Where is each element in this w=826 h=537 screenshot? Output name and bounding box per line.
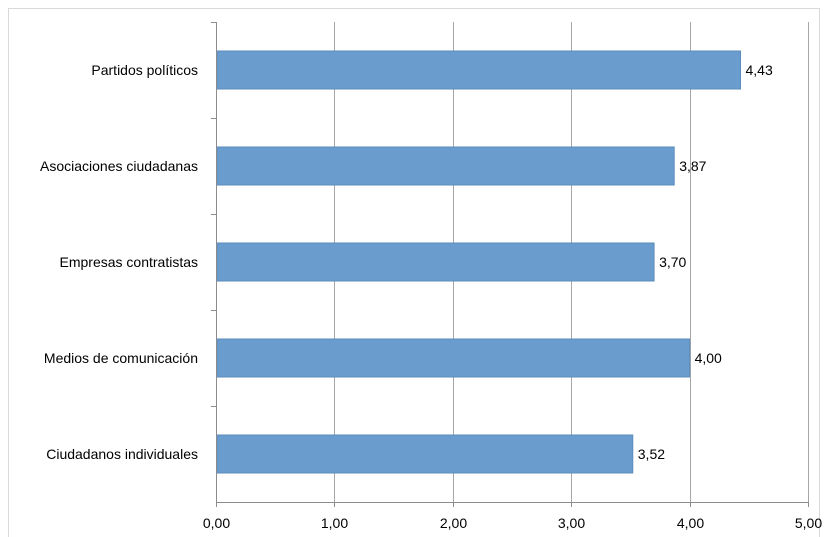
bar — [216, 434, 634, 474]
value-label: 4,00 — [695, 350, 722, 366]
category-label: Partidos políticos — [91, 62, 198, 78]
bars — [216, 50, 742, 474]
x-tick-label: 0,00 — [203, 515, 230, 531]
x-tick-label: 1,00 — [321, 515, 348, 531]
category-label: Ciudadanos individuales — [46, 446, 198, 462]
value-label: 3,70 — [659, 254, 686, 270]
value-label: 3,87 — [679, 158, 706, 174]
bar — [216, 146, 675, 186]
bar — [216, 50, 742, 90]
labels: 0,00 1,00 2,00 3,00 4,00 5,00 Partidos polític… — [40, 62, 822, 531]
value-label: 4,43 — [746, 62, 773, 78]
x-tick-label: 3,00 — [558, 515, 585, 531]
bar — [216, 242, 655, 282]
category-label: Asociaciones ciudadanas — [40, 158, 198, 174]
bar — [216, 338, 691, 378]
value-label: 3,52 — [638, 446, 665, 462]
x-tick-label: 4,00 — [677, 515, 704, 531]
category-label: Medios de comunicación — [44, 350, 198, 366]
x-tick-label: 5,00 — [795, 515, 822, 531]
x-tick-label: 2,00 — [440, 515, 467, 531]
axes — [211, 22, 809, 507]
category-label: Empresas contratistas — [60, 254, 199, 270]
